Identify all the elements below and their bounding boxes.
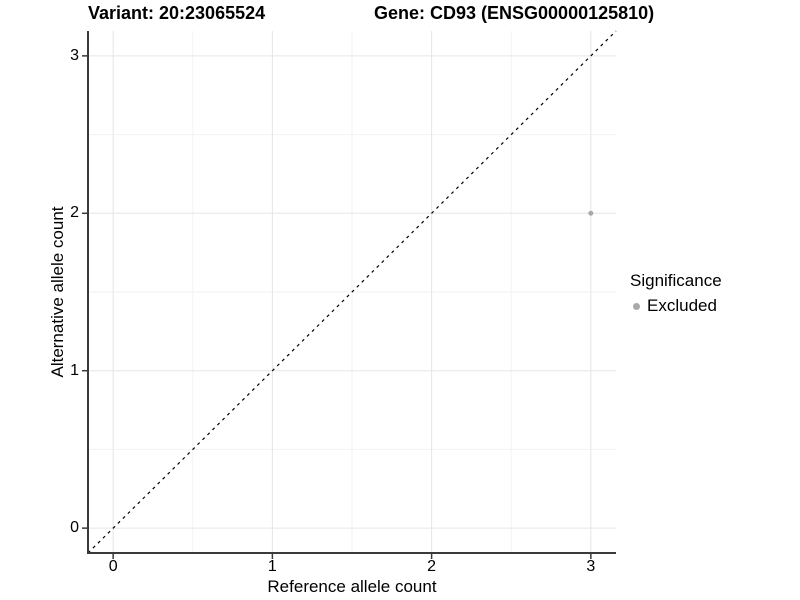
x-axis-title: Reference allele count (267, 577, 437, 596)
plot-title-variant: Variant: 20:23065524 (88, 3, 266, 23)
legend-item-label: Excluded (647, 296, 717, 315)
y-tick-label: 2 (70, 204, 79, 222)
legend-item-excluded: Excluded (630, 296, 722, 316)
y-tick-label: 0 (70, 519, 79, 537)
y-tick-label: 3 (70, 46, 79, 64)
x-tick-label: 2 (427, 558, 437, 575)
data-point (588, 210, 594, 216)
legend-point-swatch-icon (633, 302, 640, 310)
legend: Significance Excluded (630, 271, 722, 316)
plot-title-gene: Gene: CD93 (ENSG00000125810) (374, 3, 655, 23)
legend-title: Significance (630, 271, 722, 290)
y-tick-label: 1 (70, 361, 79, 379)
y-axis-title: Alternative allele count (48, 206, 67, 378)
x-tick-label: 3 (586, 558, 596, 575)
identity-dashed-line (87, 30, 617, 554)
x-tick-label: 0 (108, 558, 118, 575)
x-tick-label: 1 (267, 558, 277, 575)
